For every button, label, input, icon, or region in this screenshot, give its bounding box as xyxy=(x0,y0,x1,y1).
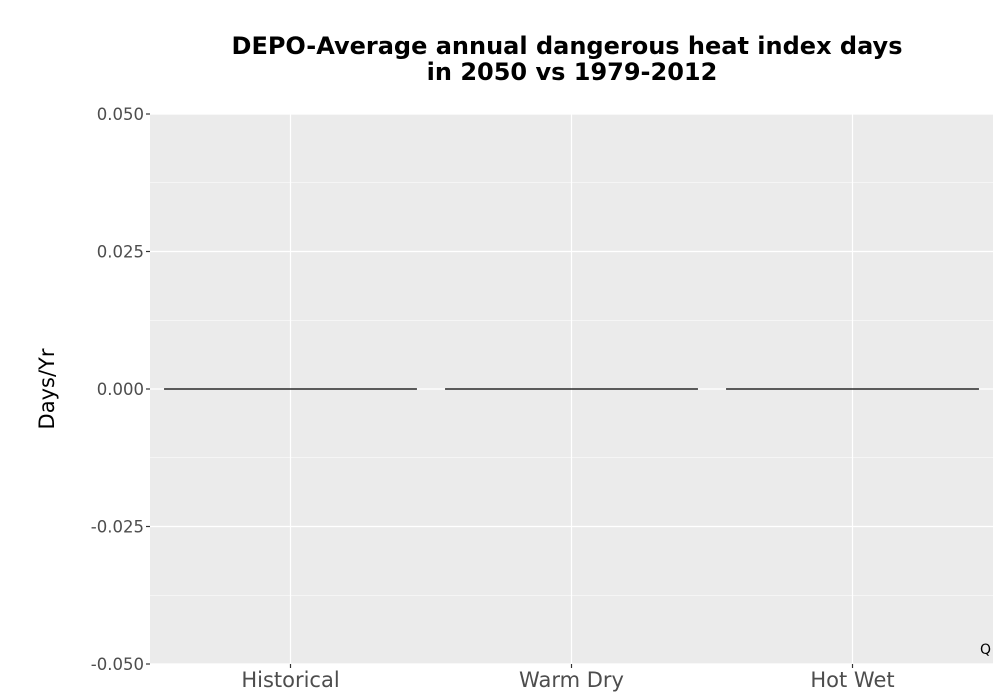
y-tick-label: -0.050 xyxy=(91,655,144,674)
x-tick-label: Historical xyxy=(241,668,339,692)
x-axis: Historical Warm Dry Hot Wet xyxy=(241,664,895,692)
x-tick-label: Warm Dry xyxy=(519,668,624,692)
y-tick-label: 0.050 xyxy=(97,105,144,124)
y-tick-label: -0.025 xyxy=(91,518,144,537)
chart-title-line-1: DEPO-Average annual dangerous heat index… xyxy=(232,32,903,60)
y-tick-label: 0.000 xyxy=(97,380,144,399)
corner-annotation: Q xyxy=(980,642,991,658)
y-tick-label: 0.025 xyxy=(97,243,144,262)
x-tick-label: Hot Wet xyxy=(810,668,894,692)
y-axis: -0.050 -0.025 0.000 0.025 0.050 xyxy=(91,105,150,674)
chart-title-line-2: in 2050 vs 1979-2012 xyxy=(427,58,718,86)
y-axis-label: Days/Yr xyxy=(35,348,59,429)
